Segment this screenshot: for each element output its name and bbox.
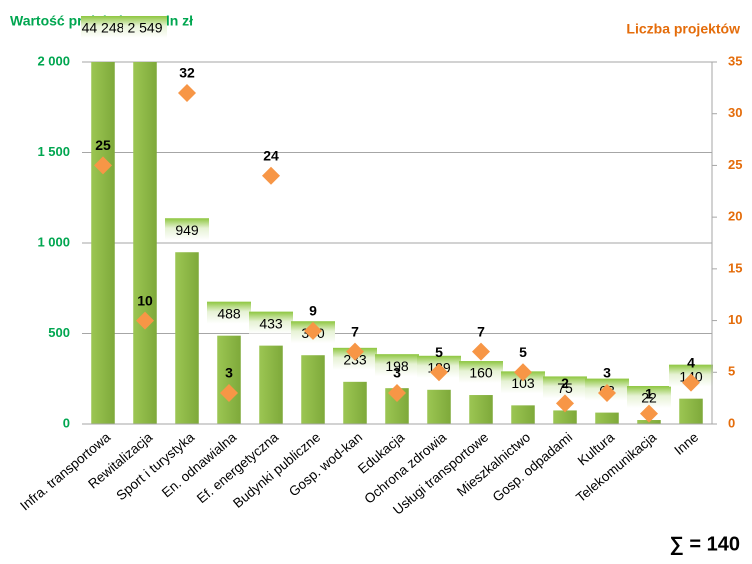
y2-axis-title: Liczba projektów — [626, 21, 740, 37]
point-label: 25 — [95, 137, 111, 153]
y2-tick-label: 5 — [728, 364, 735, 379]
point-label: 9 — [309, 303, 317, 319]
y2-tick-label: 25 — [728, 157, 742, 172]
value-label: 22 — [641, 390, 657, 406]
diamond-marker — [388, 383, 406, 402]
diamond-marker — [346, 342, 364, 361]
value-label-box — [375, 354, 419, 377]
y2-tick-label: 30 — [728, 105, 742, 120]
value-label: 2 549 — [127, 20, 162, 36]
value-label: 198 — [385, 358, 409, 374]
bar — [301, 355, 325, 424]
diamond-marker — [640, 404, 658, 423]
bar — [343, 381, 367, 424]
y-tick-label: 1 000 — [37, 234, 70, 249]
point-label: 7 — [477, 323, 485, 339]
y2-tick-label: 0 — [728, 415, 735, 430]
diamond-marker — [262, 166, 280, 185]
bar — [385, 388, 409, 424]
diamond-marker — [220, 383, 238, 402]
point-label: 4 — [687, 354, 695, 370]
bar — [679, 398, 703, 424]
point-label: 3 — [225, 365, 233, 381]
point-label: 5 — [435, 344, 443, 360]
bar — [259, 345, 283, 424]
diamond-marker — [178, 84, 196, 103]
value-label-box — [165, 218, 209, 241]
diamond-marker — [556, 394, 574, 413]
bar — [511, 405, 535, 424]
diamond-marker — [514, 363, 532, 382]
value-label-box — [459, 361, 503, 384]
value-label: 160 — [469, 365, 493, 381]
y-tick-label: 0 — [63, 415, 70, 430]
bar — [553, 410, 577, 424]
value-label: 75 — [557, 380, 573, 396]
bar — [427, 389, 451, 424]
value-label-box — [501, 371, 545, 394]
value-label-box — [627, 386, 671, 409]
bar — [91, 62, 115, 424]
y-tick-label: 1 500 — [37, 144, 70, 159]
sum-annotation: ∑ = 140 — [670, 533, 740, 555]
diamond-marker — [94, 156, 112, 175]
value-label: 103 — [511, 375, 535, 391]
value-label-box — [249, 311, 293, 334]
y2-tick-label: 35 — [728, 53, 742, 68]
bar — [217, 335, 241, 424]
point-label: 3 — [393, 365, 401, 381]
plot-area — [91, 62, 703, 424]
value-label: 488 — [217, 305, 241, 321]
point-label: 10 — [137, 292, 153, 308]
bar — [133, 62, 157, 424]
point-label: 24 — [263, 147, 279, 163]
point-label: 1 — [645, 385, 653, 401]
y-tick-label: 500 — [48, 325, 70, 340]
bar — [595, 412, 619, 424]
bar — [175, 252, 199, 424]
point-label: 3 — [603, 365, 611, 381]
value-label: 949 — [175, 222, 199, 238]
point-label: 7 — [351, 323, 359, 339]
point-label: 32 — [179, 65, 195, 81]
diamond-marker — [472, 342, 490, 361]
y2-tick-label: 10 — [728, 312, 742, 327]
point-label: 2 — [561, 375, 569, 391]
x-tick-label: Gosp. wod-kan — [286, 430, 365, 500]
value-label-box — [207, 301, 251, 324]
x-tick-label: Inne — [671, 430, 701, 458]
value-label-box — [81, 16, 125, 38]
diamond-marker — [136, 311, 154, 330]
y2-tick-label: 15 — [728, 260, 742, 275]
diamond-marker — [304, 321, 322, 340]
diamond-marker — [682, 373, 700, 392]
value-label: 433 — [259, 315, 283, 331]
diamond-marker — [430, 363, 448, 382]
bar — [469, 395, 493, 424]
point-label: 5 — [519, 344, 527, 360]
value-label-box — [123, 16, 167, 38]
y-tick-label: 2 000 — [37, 53, 70, 68]
diamond-marker — [598, 383, 616, 402]
y2-tick-label: 20 — [728, 209, 742, 224]
value-label: 44 248 — [82, 20, 125, 36]
value-label-box — [543, 376, 587, 399]
